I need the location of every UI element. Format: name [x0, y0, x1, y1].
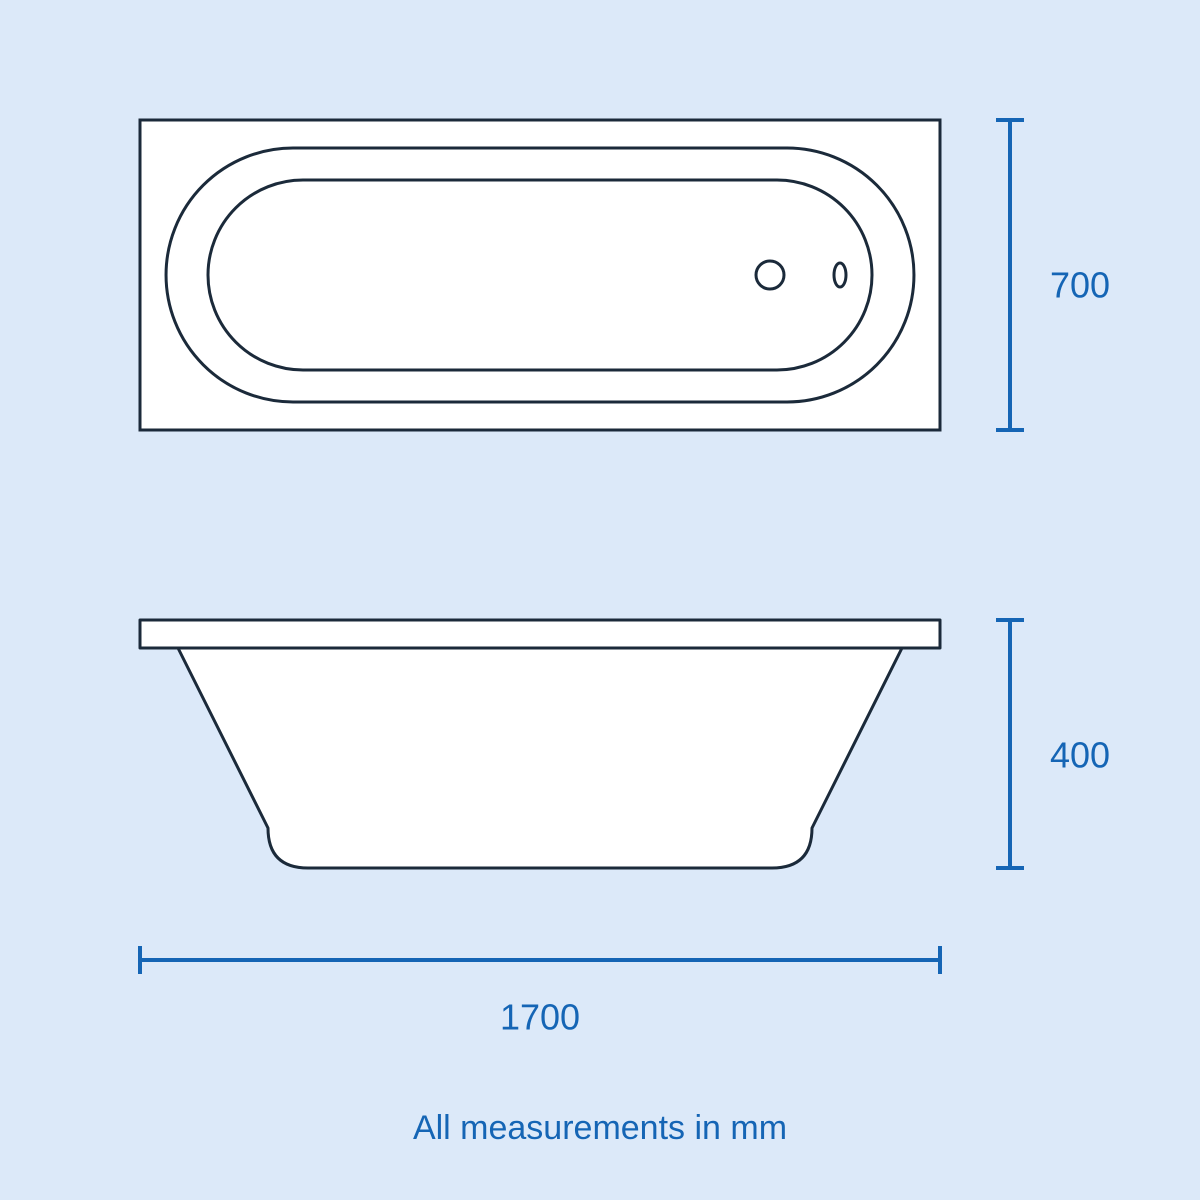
dimension-length-label: 1700	[500, 997, 580, 1038]
dimension-depth-label: 400	[1050, 735, 1110, 776]
drain-icon	[756, 261, 784, 289]
diagram-canvas: 700 400 1700 All measurements in mm	[0, 0, 1200, 1200]
dimension-width-label: 700	[1050, 265, 1110, 306]
overflow-icon	[834, 263, 846, 287]
technical-drawing-svg: 700 400 1700 All measurements in mm	[0, 0, 1200, 1200]
caption-text: All measurements in mm	[413, 1109, 787, 1147]
